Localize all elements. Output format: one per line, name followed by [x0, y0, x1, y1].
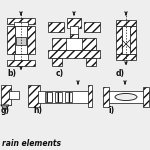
Bar [7, 26, 15, 54]
Bar [70, 34, 78, 40]
Bar [38, 91, 90, 103]
Bar [28, 85, 40, 107]
Bar [66, 38, 82, 50]
Bar [9, 91, 19, 99]
Text: c): c) [56, 69, 64, 78]
Bar [52, 58, 62, 66]
Bar [45, 92, 52, 102]
Text: rain elements: rain elements [2, 139, 61, 148]
Bar [67, 18, 81, 28]
Bar [116, 54, 136, 60]
Bar [7, 60, 35, 66]
Bar [65, 92, 72, 102]
Bar [15, 26, 27, 54]
Ellipse shape [115, 93, 137, 101]
Text: i): i) [108, 106, 114, 115]
Bar [103, 87, 109, 107]
Bar [14, 54, 28, 60]
Bar [16, 37, 26, 45]
Text: d): d) [116, 69, 125, 78]
Bar [130, 26, 136, 54]
Bar [48, 50, 100, 58]
Bar [86, 58, 96, 66]
Bar [116, 26, 122, 54]
Bar [70, 26, 78, 40]
Bar [84, 22, 100, 32]
Bar [80, 38, 96, 50]
Text: g): g) [1, 106, 10, 115]
Bar [122, 26, 130, 54]
Bar [88, 85, 92, 107]
Polygon shape [1, 105, 9, 111]
Bar [143, 87, 149, 107]
Bar [116, 20, 136, 26]
Bar [48, 22, 64, 32]
Bar [52, 38, 68, 50]
Bar [14, 22, 28, 26]
Bar [7, 18, 35, 24]
Text: h): h) [33, 106, 42, 115]
Text: b): b) [7, 69, 16, 78]
Bar [27, 26, 35, 54]
Bar [107, 91, 145, 103]
Bar [55, 92, 62, 102]
Bar [1, 85, 11, 105]
